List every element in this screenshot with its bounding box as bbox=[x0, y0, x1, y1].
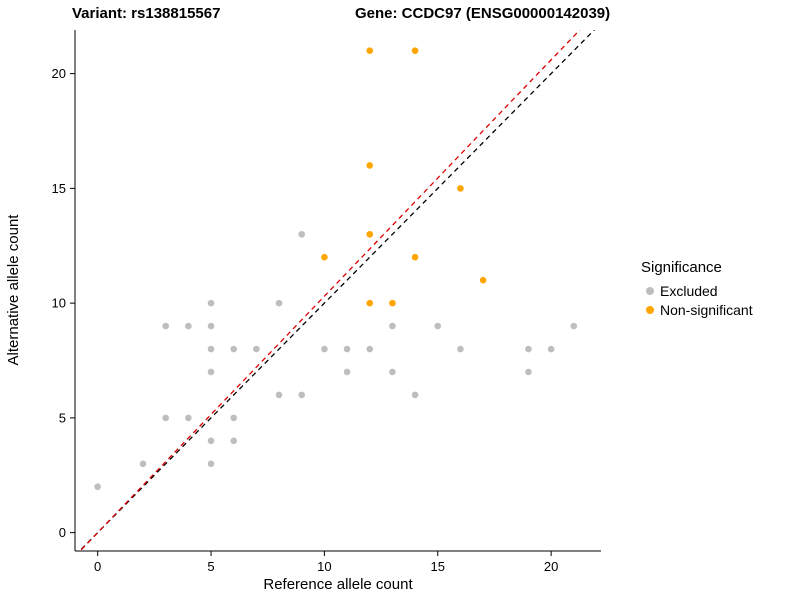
data-point-excluded bbox=[230, 437, 238, 445]
legend-label-excluded: Excluded bbox=[660, 283, 718, 299]
data-point-excluded bbox=[434, 322, 442, 330]
legend: Significance Excluded Non-significant bbox=[641, 259, 753, 318]
reference-lines-group bbox=[78, 30, 596, 551]
y-tick-label: 20 bbox=[52, 66, 66, 81]
x-tick-label: 5 bbox=[207, 559, 214, 574]
data-point-excluded bbox=[207, 322, 215, 330]
data-point-excluded bbox=[389, 368, 396, 376]
y-tick-label: 15 bbox=[52, 181, 66, 196]
data-point-excluded bbox=[207, 345, 215, 353]
legend-title: Significance bbox=[641, 259, 722, 276]
x-tick-label: 0 bbox=[94, 559, 101, 574]
data-point-excluded bbox=[230, 345, 238, 353]
data-point-excluded bbox=[321, 345, 328, 353]
data-point-excluded bbox=[94, 483, 101, 491]
x-axis-title: Reference allele count bbox=[263, 576, 413, 593]
data-point-excluded bbox=[139, 460, 147, 468]
fit-line bbox=[79, 30, 581, 551]
x-tick-label: 20 bbox=[544, 559, 558, 574]
data-point-excluded bbox=[570, 322, 578, 330]
legend-dot-non-significant bbox=[646, 306, 654, 314]
x-axis-ticks: 0 5 10 15 20 bbox=[94, 551, 558, 574]
data-point-excluded bbox=[389, 322, 396, 330]
data-point-excluded bbox=[162, 414, 169, 422]
data-point-non-significant bbox=[366, 230, 374, 238]
data-point-excluded bbox=[343, 345, 351, 353]
x-tick-label: 10 bbox=[317, 559, 331, 574]
data-point-non-significant bbox=[366, 162, 374, 169]
data-point-excluded bbox=[525, 368, 532, 376]
data-point-non-significant bbox=[321, 253, 328, 261]
data-point-non-significant bbox=[457, 185, 464, 192]
data-point-non-significant bbox=[366, 47, 374, 54]
data-point-excluded bbox=[207, 368, 215, 376]
data-point-non-significant bbox=[479, 276, 487, 284]
data-point-excluded bbox=[298, 230, 306, 238]
data-point-excluded bbox=[343, 368, 351, 376]
identity-line bbox=[78, 30, 596, 551]
y-tick-label: 0 bbox=[59, 525, 66, 540]
y-tick-label: 5 bbox=[59, 410, 66, 425]
y-axis-title: Alternative allele count bbox=[5, 214, 22, 366]
data-point-excluded bbox=[411, 391, 419, 399]
x-tick-label: 15 bbox=[431, 559, 445, 574]
data-point-excluded bbox=[230, 414, 238, 422]
data-point-excluded bbox=[207, 437, 215, 445]
data-point-excluded bbox=[525, 345, 532, 353]
data-point-excluded bbox=[185, 414, 192, 422]
data-point-non-significant bbox=[411, 47, 419, 54]
data-point-excluded bbox=[457, 345, 464, 353]
data-point-excluded bbox=[253, 345, 260, 353]
data-point-non-significant bbox=[366, 299, 374, 307]
legend-label-non-significant: Non-significant bbox=[660, 302, 753, 318]
data-point-excluded bbox=[366, 345, 374, 353]
y-tick-label: 10 bbox=[52, 296, 66, 311]
data-point-excluded bbox=[547, 345, 555, 353]
y-axis-ticks: 0 5 10 15 20 bbox=[52, 66, 75, 540]
legend-dot-excluded bbox=[646, 287, 654, 295]
plot-title-gene: Gene: CCDC97 (ENSG00000142039) bbox=[355, 5, 610, 22]
data-point-excluded bbox=[275, 391, 283, 399]
data-point-excluded bbox=[207, 460, 215, 468]
data-point-non-significant bbox=[389, 299, 396, 307]
data-point-excluded bbox=[275, 299, 283, 307]
plot-title-variant: Variant: rs138815567 bbox=[72, 5, 220, 22]
data-point-non-significant bbox=[411, 253, 419, 261]
data-points-group bbox=[94, 47, 578, 491]
data-point-excluded bbox=[207, 299, 215, 307]
data-point-excluded bbox=[298, 391, 306, 399]
data-point-excluded bbox=[185, 322, 192, 330]
data-point-excluded bbox=[162, 322, 169, 330]
